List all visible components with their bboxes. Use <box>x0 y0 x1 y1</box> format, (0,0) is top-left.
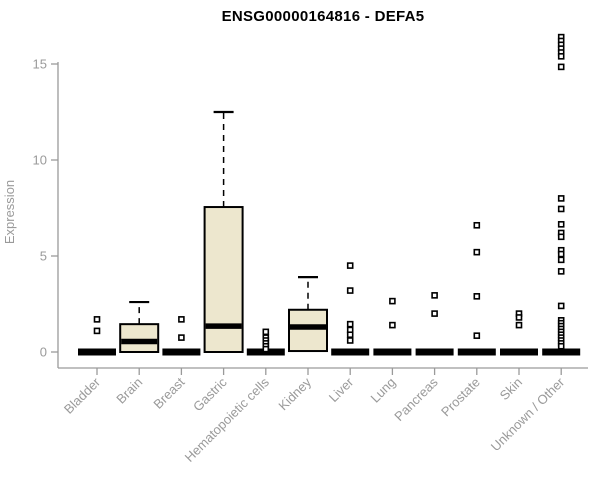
box-hematopoietic-cells <box>246 328 285 356</box>
x-tick-label: Pancreas <box>391 374 441 424</box>
x-tick-label: Breast <box>150 374 187 411</box>
outlier-point <box>557 268 565 275</box>
outlier-point <box>473 221 481 229</box>
median-bar <box>542 348 581 356</box>
outlier-point <box>557 205 565 213</box>
box-lung <box>373 297 412 356</box>
x-tick-label: Kidney <box>275 374 314 413</box>
median-bar <box>415 348 454 356</box>
y-axis-title: Expression <box>2 180 17 244</box>
box-prostate <box>457 221 496 356</box>
outlier-point <box>389 297 396 305</box>
outlier-point <box>346 262 354 269</box>
median-bar <box>78 348 116 356</box>
median-bar <box>162 348 201 356</box>
outlier-point <box>515 321 523 329</box>
box-skin <box>500 310 538 356</box>
outlier-point <box>178 334 185 341</box>
x-tick-label: Skin <box>497 375 525 403</box>
outlier-point <box>515 314 523 321</box>
y-tick-label: 15 <box>33 57 47 72</box>
outlier-point <box>473 332 481 339</box>
box <box>119 323 160 354</box>
box-liver <box>331 262 370 356</box>
x-tick-label: Brain <box>113 375 145 407</box>
outlier-point <box>557 233 565 241</box>
median-bar <box>500 348 538 356</box>
outlier-point <box>557 256 565 264</box>
outlier-point <box>262 345 270 353</box>
outlier-point <box>473 293 481 300</box>
x-tick-label: Gastric <box>190 374 230 414</box>
x-tick-label: Prostate <box>438 375 483 420</box>
outlier-point <box>473 248 481 256</box>
median-bar <box>373 348 412 356</box>
x-tick-label: Lung <box>367 375 398 406</box>
outlier-point <box>431 310 438 317</box>
box-unknown-other <box>542 33 581 356</box>
x-tick-label: Unknown / Other <box>488 374 568 454</box>
box <box>203 206 244 353</box>
outlier-point <box>346 287 354 294</box>
outlier-point <box>557 63 565 71</box>
outlier-point <box>557 221 565 228</box>
outlier-point <box>93 327 101 335</box>
outlier-point <box>346 331 354 339</box>
outlier-point <box>93 316 101 323</box>
box-bladder <box>78 316 116 356</box>
x-tick-label: Liver <box>326 374 357 405</box>
outlier-point <box>557 195 565 202</box>
outlier-point <box>557 302 565 310</box>
median-bar <box>457 348 496 356</box>
box-gastric <box>203 110 244 353</box>
outlier-point <box>389 321 396 329</box>
outlier-point <box>557 342 565 350</box>
y-tick-label: 10 <box>33 153 47 168</box>
outlier-point <box>178 316 185 323</box>
outlier-point <box>346 337 354 344</box>
chart-title: ENSG00000164816 - DEFA5 <box>221 8 425 25</box>
y-tick-label: 5 <box>40 249 47 264</box>
median-bar <box>331 348 370 356</box>
outlier-point <box>557 53 565 60</box>
outlier-point <box>262 328 270 336</box>
box-pancreas <box>415 292 454 356</box>
x-tick-label: Bladder <box>61 374 104 417</box>
box-kidney <box>288 276 328 353</box>
box <box>288 308 328 353</box>
box-breast <box>162 316 201 356</box>
outlier-point <box>431 292 438 299</box>
outlier-point <box>557 250 565 258</box>
box-brain <box>119 300 160 354</box>
outlier-point <box>346 320 354 328</box>
y-tick-label: 0 <box>40 345 47 360</box>
